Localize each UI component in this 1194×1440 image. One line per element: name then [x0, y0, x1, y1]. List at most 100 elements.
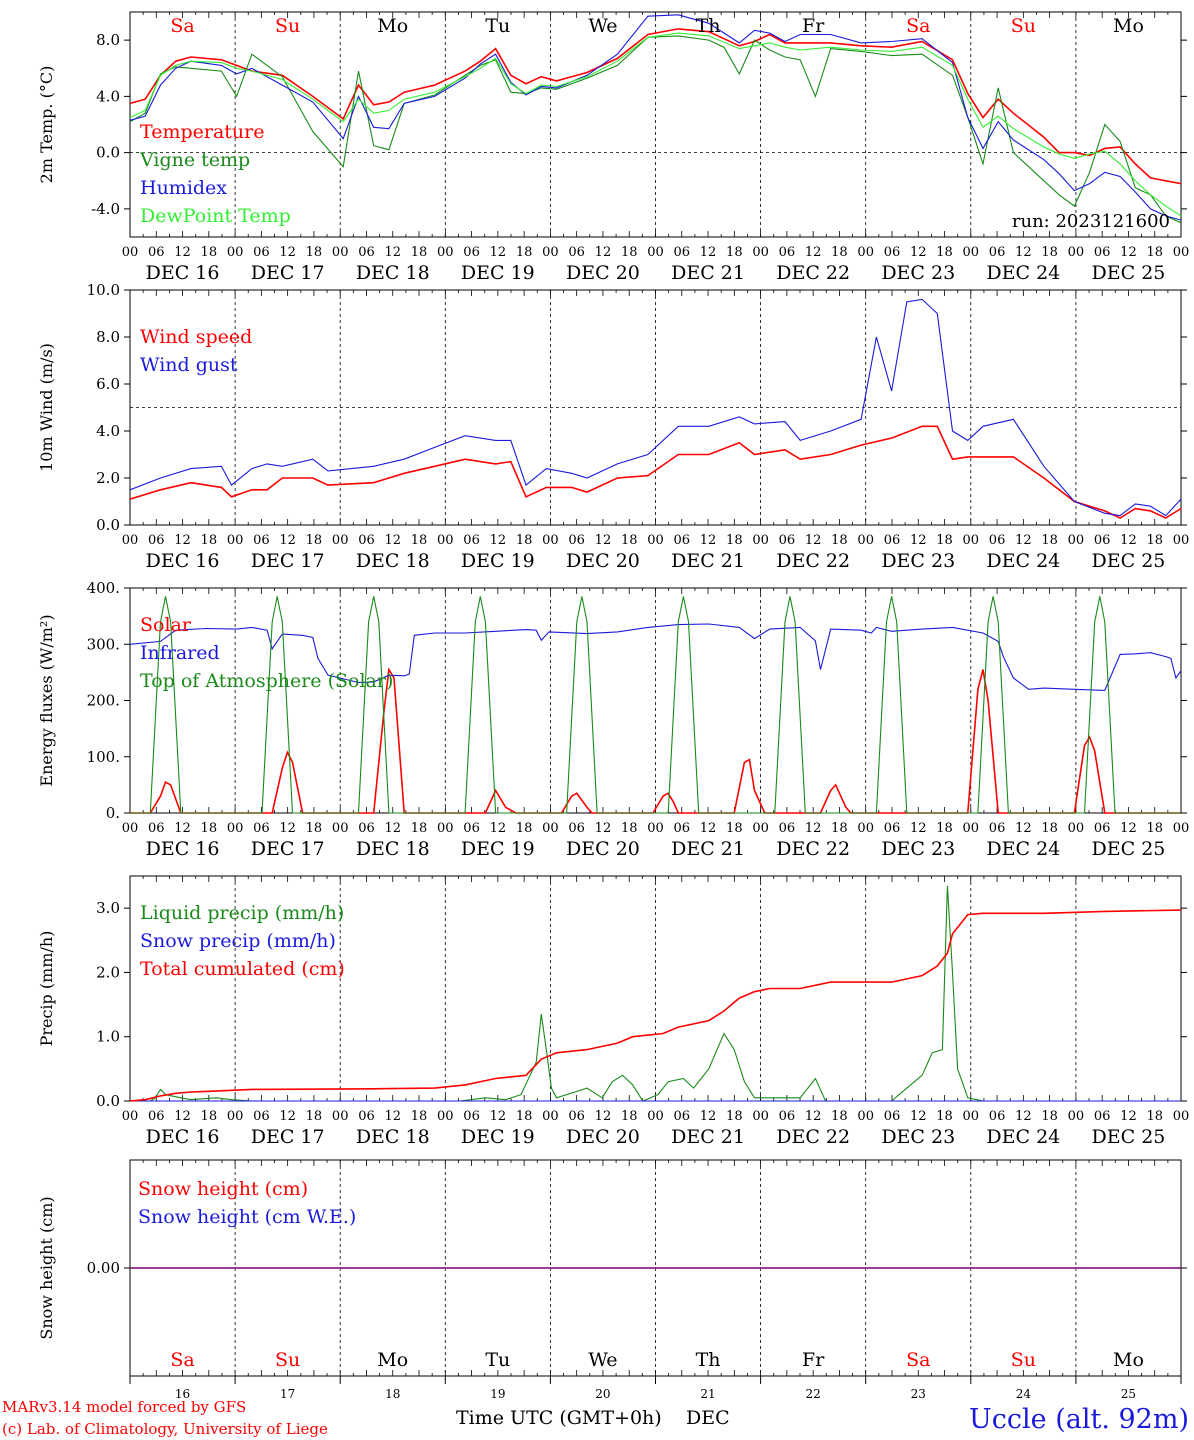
panel-frame — [129, 587, 1182, 814]
hour-tick-label: 12 — [595, 533, 612, 548]
hour-tick-label: 00 — [857, 245, 874, 260]
hour-tick-label: 06 — [463, 245, 480, 260]
hour-tick-label: 18 — [1041, 245, 1058, 260]
hour-tick-label: 18 — [306, 245, 323, 260]
y-tick-label: 1.0 — [96, 1028, 120, 1046]
date-label: DEC 22 — [776, 838, 850, 860]
hour-tick-label: 18 — [1146, 1109, 1163, 1124]
hour-tick-label: 06 — [989, 1109, 1006, 1124]
y-tick-label: -4.0 — [91, 200, 120, 218]
series-line-1 — [129, 425, 1182, 519]
hour-tick-label: 12 — [490, 1109, 507, 1124]
hour-tick-label: 06 — [674, 533, 691, 548]
date-label: DEC 21 — [671, 550, 745, 572]
y-tick-label: 6.0 — [96, 375, 120, 393]
hour-tick-label: 06 — [674, 1109, 691, 1124]
y-tick-label: 0.0 — [96, 144, 120, 162]
series-line-1 — [130, 885, 1181, 1102]
hour-tick-label: 06 — [674, 245, 691, 260]
day-number: 18 — [385, 1387, 400, 1401]
date-label: DEC 21 — [671, 262, 745, 284]
date-label: DEC 18 — [356, 1126, 430, 1148]
hour-tick-label: 00 — [542, 1109, 559, 1124]
series-line-2 — [129, 35, 1182, 224]
y-axis-label: Snow height (cm) — [37, 1196, 56, 1339]
day-name-bottom: Fr — [802, 1349, 825, 1371]
legend-entry: Total cumulated (cm) — [140, 958, 345, 980]
station-label: Uccle (alt. 92m) — [969, 1404, 1189, 1435]
hour-tick-label: 06 — [884, 1109, 901, 1124]
hour-tick-label: 18 — [936, 821, 953, 836]
series-line-1 — [129, 28, 1182, 185]
series-line-3 — [129, 909, 1182, 1102]
hour-tick-label: 06 — [989, 245, 1006, 260]
day-number: 21 — [700, 1387, 715, 1401]
day-number: 23 — [911, 1387, 926, 1401]
hour-tick-label: 00 — [122, 533, 139, 548]
hour-tick-label: 12 — [1120, 533, 1137, 548]
hour-tick-label: 06 — [358, 533, 375, 548]
hour-tick-label: 06 — [884, 245, 901, 260]
footer: MARv3.14 model forced by GFS (c) Lab. of… — [2, 1398, 1189, 1438]
day-name-bottom: Su — [1011, 1349, 1036, 1371]
day-number: 16 — [175, 1387, 190, 1401]
hour-tick-label: 12 — [595, 245, 612, 260]
hour-tick-label: 00 — [1068, 533, 1085, 548]
hour-tick-label: 12 — [1015, 245, 1032, 260]
date-label: DEC 16 — [146, 262, 220, 284]
hour-tick-label: 18 — [1146, 533, 1163, 548]
hour-tick-label: 12 — [910, 245, 927, 260]
hour-tick-label: 06 — [568, 245, 585, 260]
date-label: DEC 20 — [566, 1126, 640, 1148]
hour-tick-label: 00 — [963, 1109, 980, 1124]
hour-tick-label: 18 — [936, 1109, 953, 1124]
day-number: 19 — [490, 1387, 505, 1401]
date-label: DEC 24 — [986, 1126, 1060, 1148]
hour-tick-label: 00 — [752, 1109, 769, 1124]
hour-tick-label: 06 — [253, 533, 270, 548]
hour-tick-label: 06 — [148, 821, 165, 836]
date-label: DEC 18 — [356, 838, 430, 860]
hour-tick-label: 12 — [279, 245, 296, 260]
hour-tick-label: 18 — [306, 1109, 323, 1124]
panel-4: 3.0 2.0 1.0 0.0 Precip (mm/h) Liquid precip (… — [37, 875, 1189, 1148]
legend-entry: Humidex — [140, 177, 227, 199]
series-line-3 — [129, 14, 1182, 221]
hour-tick-label: 00 — [437, 533, 454, 548]
hour-tick-label: 12 — [174, 821, 191, 836]
day-name-top: Mo — [1113, 15, 1144, 37]
date-label: DEC 22 — [776, 1126, 850, 1148]
hour-tick-label: 06 — [568, 821, 585, 836]
hour-tick-label: 18 — [1146, 821, 1163, 836]
y-tick-label: 0.0 — [96, 1092, 120, 1110]
y-tick-label: 400. — [87, 579, 120, 597]
y-tick-label: 0.0 — [96, 516, 120, 534]
legend-entry: Infrared — [140, 642, 220, 664]
y-tick-label: 4.0 — [96, 422, 120, 440]
y-tick-label: 2.0 — [96, 469, 120, 487]
y-tick-label: 300. — [87, 635, 120, 653]
day-name-bottom: Mo — [1113, 1349, 1144, 1371]
hour-tick-label: 12 — [1015, 533, 1032, 548]
hour-tick-label: 12 — [279, 533, 296, 548]
date-label: DEC 22 — [776, 262, 850, 284]
panel-1: 8.0 4.0 0.0 -4.0 2m Temp. (°C) Temperature Vig… — [37, 11, 1189, 284]
hour-tick-label: 18 — [1146, 245, 1163, 260]
hour-tick-label: 18 — [831, 533, 848, 548]
legend-entry: Wind gust — [140, 354, 238, 376]
hour-tick-label: 18 — [621, 533, 638, 548]
date-label: DEC 23 — [881, 1126, 955, 1148]
hour-tick-label: 18 — [306, 821, 323, 836]
series-line-4 — [129, 32, 1182, 217]
hour-tick-label: 12 — [700, 245, 717, 260]
date-label: DEC 20 — [566, 262, 640, 284]
date-label: DEC 17 — [251, 262, 325, 284]
y-tick-label: 0.00 — [87, 1259, 120, 1277]
x-axis-label: Time UTC (GMT+0h) — [456, 1407, 662, 1429]
hour-tick-label: 06 — [358, 821, 375, 836]
day-name-top: Th — [696, 15, 721, 37]
legend-entry: Wind speed — [140, 326, 252, 348]
hour-tick-label: 12 — [805, 245, 822, 260]
date-label: DEC 25 — [1092, 838, 1166, 860]
hour-tick-label: 18 — [621, 1109, 638, 1124]
